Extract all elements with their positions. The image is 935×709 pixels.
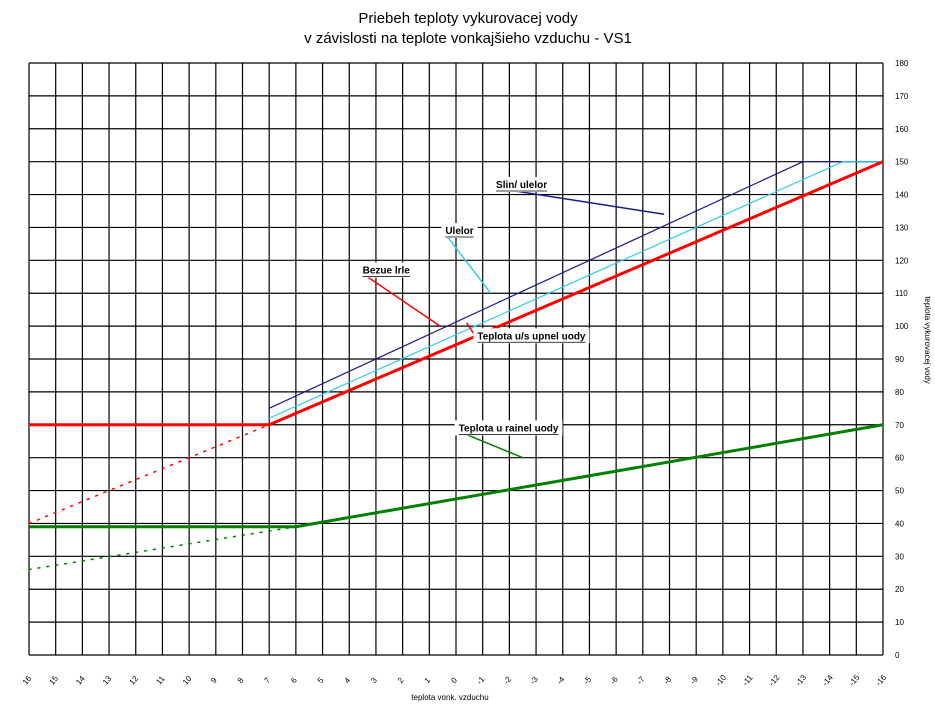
chart-title-line-1: Priebeh teploty vykurovacej vody [358,10,578,27]
x-tick-label-11: 5 [316,675,326,685]
x-tick-label-15: 1 [423,675,433,685]
y-axis-label: teplota vykurovacej vody [923,296,932,384]
callout-0: Slin/ ulelor [492,176,665,216]
series-line-5 [28,525,297,571]
y-tick-label-9: 90 [895,355,904,364]
series-line-3 [28,424,270,525]
callout-box-1 [441,223,478,239]
x-tick-label-23: -7 [635,674,647,686]
callout-leader-1 [444,233,492,294]
callout-3: Teplota u/s upnel uody [466,322,590,344]
x-tick-label-20: -4 [555,674,567,686]
y-tick-label-17: 170 [895,92,909,101]
series-line-1 [268,161,883,419]
callout-label-0: Slin/ ulelor [496,180,547,191]
callout-1: Ulelor [441,223,492,294]
series-lines [28,160,884,571]
y-axis-ticks: 0 10 20 30 40 50 60 70 80 90 100 110 120 130 140 150 160… [895,59,909,660]
grid [28,62,884,656]
x-tick-label-18: -2 [502,674,514,686]
y-tick-label-13: 130 [895,223,909,232]
y-tick-label-16: 160 [895,125,909,134]
callout-label-3: Teplota u/s upnel uody [477,331,586,342]
x-tick-label-19: -3 [528,674,540,686]
callout-box-2 [358,262,414,278]
x-tick-label-8: 8 [236,675,246,685]
x-tick-label-16: 0 [449,675,459,685]
y-tick-label-10: 100 [895,322,909,331]
x-tick-label-22: -6 [608,674,620,686]
x-tick-label-24: -8 [662,674,674,686]
y-tick-label-1: 10 [895,618,904,627]
y-tick-label-7: 70 [895,421,904,430]
x-tick-label-7: 9 [209,675,219,685]
x-axis-label: teplota vonk. vzduchu [411,693,488,702]
x-tick-label-13: 3 [369,675,379,685]
callout-leader-2 [362,272,441,327]
y-tick-label-11: 110 [895,289,908,298]
y-tick-label-15: 150 [895,158,909,167]
y-tick-label-12: 120 [895,256,909,265]
y-tick-label-4: 40 [895,519,904,528]
y-tick-label-0: 0 [895,651,900,660]
x-tick-label-21: -5 [582,674,594,686]
x-tick-label-9: 7 [262,675,272,685]
series-line-2 [29,160,884,427]
callout-2: Bezue lrle [358,262,441,327]
callout-label-1: Ulelor [445,226,473,237]
x-tick-label-25: -9 [689,674,701,686]
callout-box-0 [492,176,552,192]
x-tick-label-14: 2 [396,675,406,685]
callout-label-4: Teplota u rainel uody [459,423,559,434]
callout-leader-4 [458,430,524,459]
x-tick-label-17: -1 [475,674,487,686]
callout-4: Teplota u rainel uody [454,420,563,459]
y-tick-label-5: 50 [895,487,904,496]
chart-title-line-2: v závislosti na teplote vonkajšieho vzdu… [304,30,632,47]
y-tick-label-8: 80 [895,388,904,397]
y-tick-label-3: 30 [895,552,904,561]
callout-label-2: Bezue lrle [363,265,411,276]
callout-leader-0 [495,187,665,216]
callouts: Slin/ ulelor Ulelor Bezue lrle Teplota u/s … [358,176,665,459]
callout-box-3 [473,328,590,344]
x-tick-label-10: 6 [289,675,299,685]
y-tick-label-6: 60 [895,454,904,463]
callout-box-4 [454,420,563,436]
x-tick-label-12: 4 [342,675,352,685]
y-tick-label-18: 180 [895,59,909,68]
y-tick-label-14: 140 [895,191,909,200]
y-tick-label-2: 20 [895,585,904,594]
